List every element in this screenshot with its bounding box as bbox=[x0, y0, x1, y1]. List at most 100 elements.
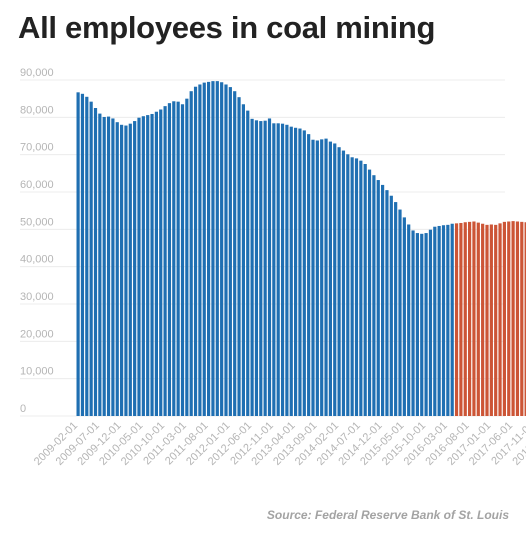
bar bbox=[106, 116, 111, 416]
bar bbox=[233, 91, 237, 416]
bar bbox=[298, 128, 302, 417]
bar bbox=[76, 92, 80, 416]
bar bbox=[220, 82, 224, 417]
bar bbox=[424, 233, 428, 416]
bar bbox=[472, 221, 476, 416]
y-tick-label: 80,000 bbox=[20, 104, 54, 116]
y-tick-label: 0 bbox=[20, 403, 26, 415]
bar bbox=[437, 225, 441, 416]
bar bbox=[198, 84, 202, 416]
bar bbox=[133, 121, 137, 417]
bar bbox=[494, 224, 498, 416]
bar bbox=[180, 104, 185, 417]
bar bbox=[237, 97, 241, 416]
bar bbox=[337, 147, 341, 416]
bar bbox=[433, 226, 437, 416]
bar bbox=[363, 164, 367, 416]
bar bbox=[307, 134, 311, 416]
bar bbox=[498, 223, 502, 416]
bar bbox=[154, 111, 158, 416]
bar bbox=[381, 184, 385, 416]
bar bbox=[511, 221, 515, 416]
bar bbox=[193, 86, 198, 416]
bar bbox=[476, 222, 480, 416]
y-tick-label: 30,000 bbox=[20, 291, 54, 303]
bar bbox=[441, 225, 446, 416]
y-axis-ticks: 0 10,000 20,000 30,000 40,000 50,000 60,000 70,… bbox=[20, 67, 54, 415]
bar bbox=[89, 101, 93, 417]
bar bbox=[485, 224, 489, 416]
bar bbox=[263, 120, 267, 417]
bar bbox=[468, 221, 472, 416]
bar bbox=[202, 82, 206, 416]
bar bbox=[141, 116, 145, 417]
bar bbox=[259, 121, 263, 417]
y-tick-label: 60,000 bbox=[20, 179, 54, 191]
bar bbox=[372, 175, 376, 416]
bar bbox=[102, 116, 106, 417]
bar bbox=[350, 157, 354, 416]
bar bbox=[367, 169, 372, 416]
bar bbox=[389, 195, 393, 416]
bar bbox=[276, 123, 280, 416]
bar bbox=[376, 180, 380, 416]
bar bbox=[289, 126, 293, 417]
bar bbox=[159, 109, 163, 416]
bar bbox=[215, 81, 219, 417]
y-tick-label: 50,000 bbox=[20, 216, 54, 228]
bar bbox=[346, 154, 350, 416]
bar bbox=[328, 141, 332, 416]
bar bbox=[420, 233, 424, 416]
bar bbox=[507, 221, 511, 416]
bar bbox=[207, 81, 211, 416]
bar bbox=[407, 224, 411, 416]
bar bbox=[146, 115, 150, 417]
bar bbox=[402, 217, 406, 416]
bar bbox=[120, 124, 124, 417]
bar bbox=[93, 108, 98, 416]
x-axis-ticks: 2009-02-012009-07-012009-12-012010-05-01… bbox=[32, 420, 526, 468]
bar bbox=[267, 118, 272, 416]
chart-title: All employees in coal mining bbox=[18, 10, 436, 45]
bar bbox=[515, 221, 520, 416]
source-note: Source: Federal Reserve Bank of St. Loui… bbox=[266, 508, 509, 522]
bar bbox=[241, 104, 245, 417]
bar bbox=[272, 123, 276, 416]
bar bbox=[246, 110, 250, 416]
bar bbox=[415, 233, 419, 416]
bar bbox=[285, 124, 289, 417]
bar bbox=[280, 123, 285, 417]
bar bbox=[111, 118, 115, 416]
bar bbox=[489, 224, 493, 416]
bar bbox=[228, 87, 232, 417]
bar bbox=[428, 229, 433, 416]
bar bbox=[398, 209, 402, 416]
bar bbox=[128, 123, 132, 417]
bar bbox=[302, 130, 306, 416]
bar bbox=[189, 91, 193, 416]
bar bbox=[459, 222, 463, 416]
bar bbox=[333, 143, 337, 416]
bar bbox=[359, 160, 363, 416]
bar bbox=[98, 113, 102, 416]
y-tick-label: 10,000 bbox=[20, 366, 54, 378]
bar bbox=[185, 98, 189, 417]
bar bbox=[520, 221, 524, 416]
bar bbox=[163, 106, 167, 416]
bar bbox=[250, 118, 254, 417]
y-tick-label: 70,000 bbox=[20, 142, 54, 154]
y-tick-label: 90,000 bbox=[20, 67, 54, 79]
bars bbox=[76, 81, 526, 417]
bar bbox=[320, 139, 324, 417]
bar bbox=[315, 140, 319, 417]
bar bbox=[124, 125, 128, 417]
bar bbox=[341, 150, 346, 416]
y-tick-label: 20,000 bbox=[20, 328, 54, 340]
bar bbox=[394, 202, 398, 416]
bar bbox=[224, 84, 228, 416]
bar bbox=[150, 113, 154, 417]
bar bbox=[502, 221, 506, 416]
bar bbox=[411, 230, 415, 416]
bar bbox=[211, 81, 215, 417]
